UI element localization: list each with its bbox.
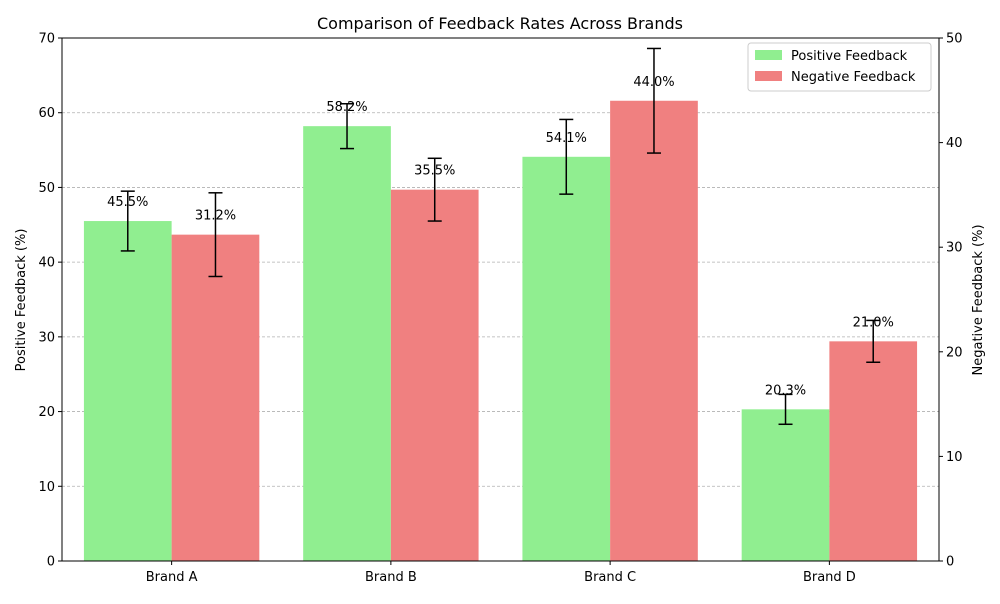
x-tick-label: Brand C	[584, 570, 636, 585]
data-label: 35.5%	[414, 164, 455, 179]
y-tick-label-left: 10	[38, 480, 55, 495]
y-tick-label-left: 0	[47, 555, 55, 570]
bar	[390, 189, 479, 562]
x-tick-label: Brand A	[146, 570, 198, 585]
legend: Positive Feedback Negative Feedback	[747, 42, 932, 92]
data-label: 44.0%	[633, 75, 674, 90]
y-tick-label-left: 40	[38, 256, 55, 271]
y-tick-label-right: 20	[946, 345, 963, 360]
bar	[829, 341, 918, 561]
y-tick-label-right: 50	[946, 32, 963, 47]
y-axis-right-label: Negative Feedback (%)	[971, 224, 986, 375]
data-label: 58.2%	[326, 100, 367, 115]
y-tick-label-left: 20	[38, 405, 55, 420]
bars	[83, 100, 918, 562]
data-label: 31.2%	[195, 209, 236, 224]
y-tick-label-right: 10	[946, 450, 963, 465]
data-label: 21.0%	[853, 315, 894, 330]
bar	[303, 126, 391, 562]
axes: 0 10 20 30 40 50 60 70 0 10 20 30 40 50 Brand A Brand B…	[38, 32, 962, 586]
y-tick-label-left: 60	[38, 106, 55, 121]
data-labels: 45.5% 58.2% 54.1% 20.3% 31.2% 35.5% 44.0% 21.0%	[107, 75, 894, 399]
data-label: 20.3%	[765, 383, 806, 398]
data-label: 54.1%	[546, 131, 587, 146]
chart-title: Comparison of Feedback Rates Across Bran…	[317, 14, 683, 33]
bar	[741, 409, 830, 561]
y-axis-left-label: Positive Feedback (%)	[14, 229, 29, 372]
legend-label: Negative Feedback	[791, 70, 916, 85]
legend-box	[747, 42, 932, 92]
y-tick-label-left: 30	[38, 330, 55, 345]
y-tick-label-right: 0	[946, 555, 954, 570]
y-tick-label-left: 70	[38, 32, 55, 47]
bar	[610, 100, 698, 561]
bar	[83, 221, 172, 562]
x-tick-label: Brand B	[365, 570, 417, 585]
data-label: 45.5%	[107, 195, 148, 210]
legend-swatch	[755, 50, 782, 60]
y-tick-label-right: 40	[946, 136, 963, 151]
y-tick-label-right: 30	[946, 241, 963, 256]
bar	[171, 234, 260, 561]
error-bars	[120, 47, 881, 426]
legend-label: Positive Feedback	[791, 49, 908, 64]
x-tick-label: Brand D	[803, 570, 856, 585]
legend-swatch	[755, 71, 782, 81]
bar	[522, 156, 611, 561]
y-tick-label-left: 50	[38, 181, 55, 196]
